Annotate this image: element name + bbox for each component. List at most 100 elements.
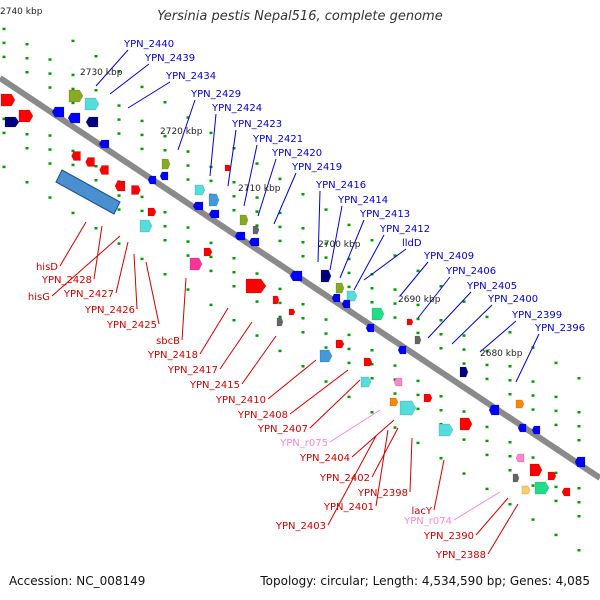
tick-dot bbox=[508, 469, 512, 472]
gene-arrow bbox=[98, 139, 110, 149]
tick-dot bbox=[462, 472, 466, 475]
tick-dot bbox=[117, 70, 121, 73]
reverse-label-leader bbox=[453, 491, 501, 521]
tick-dot bbox=[2, 131, 6, 135]
tick-dot bbox=[577, 425, 581, 428]
gene-arrow bbox=[4, 116, 20, 128]
tick-dot bbox=[508, 393, 512, 396]
gene-arrow bbox=[459, 417, 473, 431]
gene-arrow bbox=[192, 201, 204, 211]
tick-dot bbox=[186, 226, 190, 229]
tick-dot bbox=[347, 395, 351, 399]
forward-gene-label: YPN_2406 bbox=[445, 266, 496, 277]
gene-arrow bbox=[363, 357, 373, 367]
tick-dot bbox=[140, 147, 144, 151]
tick-dot bbox=[140, 209, 144, 213]
tick-dot bbox=[48, 196, 52, 199]
tick-dot bbox=[393, 288, 397, 291]
reverse-gene-label: YPN_2410 bbox=[215, 395, 266, 406]
tick-dot bbox=[48, 134, 52, 137]
tick-dot bbox=[117, 132, 121, 135]
gene-arrow bbox=[208, 193, 220, 207]
tick-dot bbox=[209, 255, 213, 259]
gene-arrow bbox=[561, 487, 571, 497]
reverse-label-leader bbox=[241, 335, 277, 385]
reverse-label-leader bbox=[59, 221, 87, 267]
forward-label-leader bbox=[127, 81, 171, 109]
tick-dot bbox=[531, 408, 535, 411]
gene-arrow bbox=[331, 293, 341, 303]
forward-gene-label: YPN_2405 bbox=[466, 281, 517, 292]
tick-dot bbox=[255, 210, 259, 213]
tick-dot bbox=[140, 133, 144, 137]
gene-arrow bbox=[319, 349, 333, 363]
tick-dot bbox=[485, 349, 489, 353]
forward-label-leader bbox=[363, 248, 407, 281]
tick-dot bbox=[554, 533, 558, 537]
tick-dot bbox=[347, 271, 351, 275]
gene-arrow bbox=[203, 247, 213, 257]
tick-dot bbox=[163, 225, 167, 228]
tick-dot bbox=[301, 193, 305, 196]
tick-dot bbox=[25, 57, 29, 60]
tick-dot bbox=[531, 518, 535, 521]
forward-label-leader bbox=[479, 320, 517, 353]
gene-arrow bbox=[335, 282, 345, 294]
forward-label-leader bbox=[243, 144, 258, 207]
reverse-gene-label: YPN_2425 bbox=[106, 320, 157, 331]
reverse-gene-label: YPN_2402 bbox=[319, 473, 370, 484]
tick-dot bbox=[416, 379, 420, 383]
reverse-gene-label: YPN_2427 bbox=[63, 289, 114, 300]
tick-dot bbox=[71, 149, 75, 153]
forward-label-leader bbox=[417, 276, 451, 319]
gene-arrow bbox=[0, 93, 16, 107]
tick-dot bbox=[209, 269, 213, 273]
reverse-label-leader bbox=[327, 435, 377, 526]
rna-gene-label: YPN_r075 bbox=[279, 438, 328, 449]
forward-gene-label: YPN_2412 bbox=[379, 224, 430, 235]
gene-arrow bbox=[423, 393, 433, 403]
gene-arrow bbox=[84, 97, 100, 111]
gene-arrow bbox=[335, 339, 345, 349]
forward-gene-label: lldD bbox=[402, 238, 422, 249]
tick-dot bbox=[255, 272, 259, 275]
kbp-tick-label: 2720 kbp bbox=[160, 127, 203, 137]
tick-dot bbox=[301, 255, 305, 258]
reverse-gene-label: YPN_2428 bbox=[41, 275, 92, 286]
kbp-tick-label: 2690 kbp bbox=[398, 295, 441, 305]
gene-arrow bbox=[139, 219, 153, 233]
tick-dot bbox=[531, 380, 535, 383]
tick-dot bbox=[232, 147, 236, 150]
tick-dot bbox=[94, 55, 98, 58]
tick-dot bbox=[439, 319, 443, 322]
tick-dot bbox=[232, 257, 236, 260]
gene-arrow bbox=[67, 112, 81, 124]
forward-gene-label: YPN_2423 bbox=[231, 119, 282, 130]
tick-dot bbox=[232, 319, 236, 322]
tick-dot bbox=[278, 349, 282, 353]
forward-gene-label: YPN_2424 bbox=[211, 103, 262, 114]
tick-dot bbox=[232, 285, 236, 288]
gene-arrow bbox=[365, 323, 375, 333]
tick-dot bbox=[347, 223, 351, 227]
reverse-gene-label: lacY bbox=[411, 506, 432, 517]
gene-arrow bbox=[459, 366, 469, 378]
forward-gene-label: YPN_2413 bbox=[359, 209, 410, 220]
tick-dot bbox=[439, 347, 443, 350]
tick-dot bbox=[324, 318, 328, 321]
reverse-gene-label: hisG bbox=[28, 292, 50, 303]
tick-dot bbox=[393, 392, 397, 395]
tick-dot bbox=[554, 471, 558, 475]
tick-dot bbox=[71, 73, 75, 77]
tick-dot bbox=[324, 380, 328, 383]
gene-arrow bbox=[521, 485, 531, 495]
tick-dot bbox=[347, 257, 351, 261]
topology-text: Topology: circular; Length: 4,534,590 bp… bbox=[260, 574, 590, 588]
tick-dot bbox=[462, 348, 466, 351]
tick-dot bbox=[117, 208, 121, 211]
tick-dot bbox=[393, 426, 397, 429]
forward-gene-label: YPN_2399 bbox=[511, 310, 562, 321]
gene-arrow bbox=[320, 269, 332, 283]
forward-gene-label: YPN_2439 bbox=[144, 53, 195, 64]
tick-dot bbox=[370, 363, 374, 366]
